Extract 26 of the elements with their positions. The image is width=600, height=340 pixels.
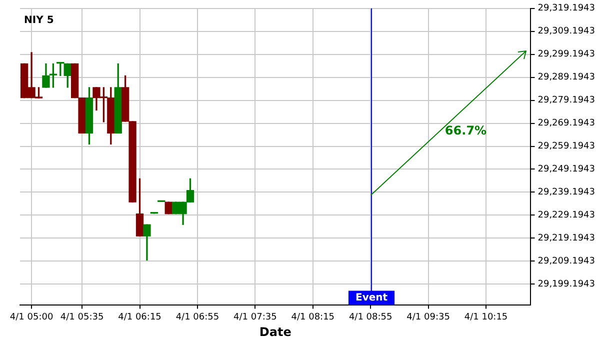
y-tick-label: 29,199.1943 — [538, 279, 596, 290]
x-tick-label: 4/1 05:35 — [60, 312, 104, 323]
y-tick-label: 29,269.1943 — [538, 118, 596, 129]
x-tick-label: 4/1 10:15 — [464, 312, 508, 323]
x-tick-label: 4/1 09:35 — [406, 312, 450, 323]
y-tick-label: 29,219.1943 — [538, 234, 596, 244]
y-tick-label: 29,309.1943 — [538, 26, 596, 37]
x-tick-label: 4/1 05:00 — [10, 312, 54, 323]
y-tick-label: 29,299.1943 — [538, 50, 596, 60]
x-axis-title: Date — [259, 324, 292, 339]
x-tick-label: 4/1 08:55 — [348, 312, 392, 323]
ref-line-label: Event — [355, 292, 388, 304]
x-tick-label: 4/1 06:15 — [118, 312, 162, 323]
y-tick-label: 29,209.1943 — [538, 256, 596, 266]
y-tick-label: 29,289.1943 — [538, 72, 596, 83]
annotation: 66.7% — [444, 124, 487, 138]
y-tick-label: 29,259.1943 — [538, 142, 596, 152]
y-tick-label: 29,319.1943 — [538, 4, 596, 14]
y-tick-label: 29,239.1943 — [538, 188, 596, 198]
text: NIY 5 — [24, 14, 54, 26]
y-tick-label: 29,249.1943 — [538, 164, 596, 175]
y-tick-label: 29,229.1943 — [538, 210, 596, 221]
x-tick-label: 4/1 06:55 — [176, 312, 220, 323]
x-tick-label: 4/1 08:15 — [291, 312, 335, 323]
y-tick-label: 29,279.1943 — [538, 96, 596, 106]
x-tick-label: 4/1 07:35 — [234, 312, 277, 323]
